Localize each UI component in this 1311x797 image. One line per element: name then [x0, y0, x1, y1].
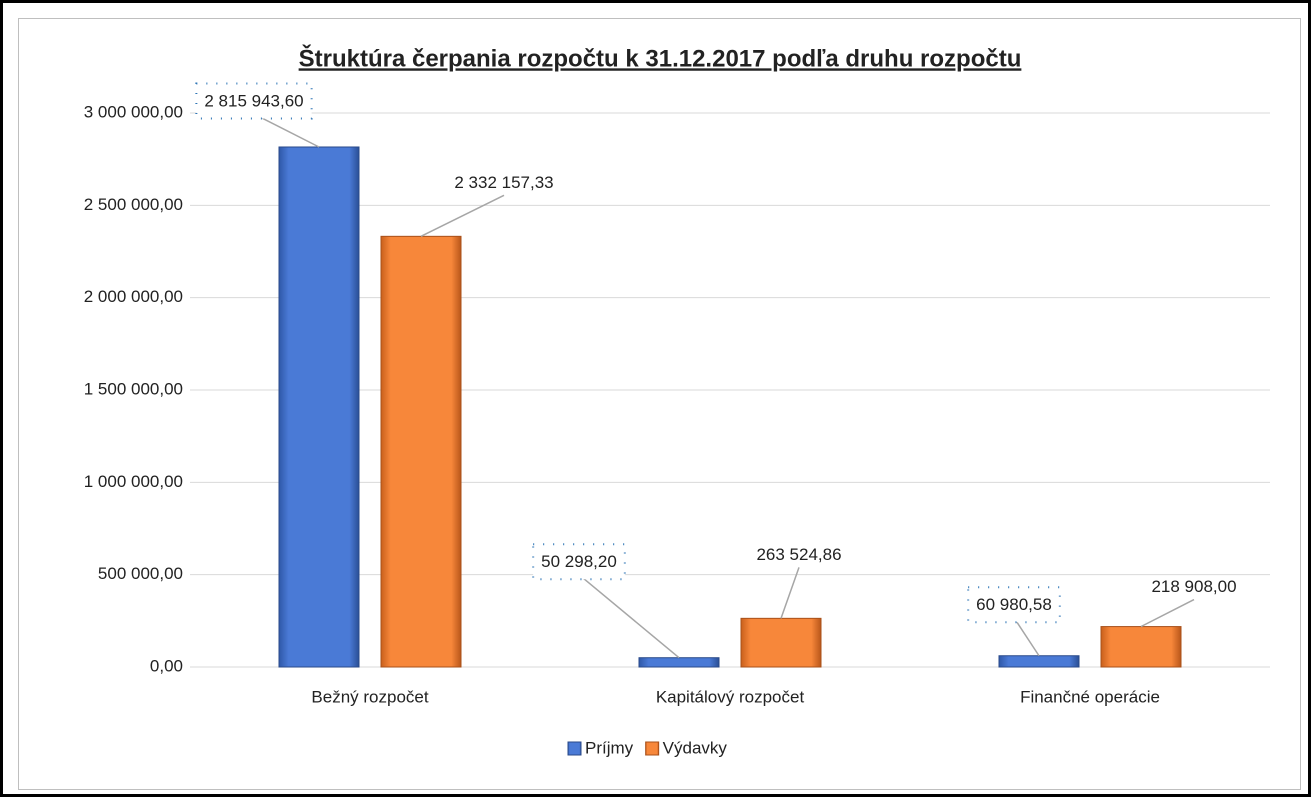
leader-line — [253, 113, 320, 148]
bar — [1100, 626, 1182, 668]
data-label: 263 524,86 — [756, 545, 841, 564]
y-tick-label: 1 500 000,00 — [84, 379, 183, 398]
bar — [998, 655, 1080, 668]
bar — [278, 146, 360, 668]
data-label: 60 980,58 — [976, 595, 1052, 614]
y-tick-label: 500 000,00 — [98, 564, 183, 583]
chart-area — [18, 18, 1301, 790]
data-label: 2 815 943,60 — [204, 91, 303, 110]
x-tick-label: Kapitálový rozpočet — [656, 687, 805, 706]
leader-line — [1140, 598, 1195, 628]
label-selection — [195, 82, 313, 120]
data-label: 50 298,20 — [541, 552, 617, 571]
leader-line — [1013, 617, 1040, 657]
legend-label: Výdavky — [663, 738, 728, 757]
leader-line — [420, 194, 505, 238]
label-selection — [532, 543, 626, 581]
leader-line — [578, 574, 680, 659]
data-label: 2 332 157,33 — [454, 173, 553, 192]
x-tick-label: Finančné operácie — [1020, 687, 1160, 706]
y-tick-label: 0,00 — [150, 656, 183, 675]
legend-swatch — [567, 741, 582, 756]
y-tick-label: 1 000 000,00 — [84, 472, 183, 491]
data-label: 218 908,00 — [1151, 577, 1236, 596]
x-tick-label: Bežný rozpočet — [311, 687, 428, 706]
y-tick-label: 2 500 000,00 — [84, 195, 183, 214]
bar — [740, 617, 822, 668]
y-tick-label: 2 000 000,00 — [84, 287, 183, 306]
bar — [380, 235, 462, 668]
leader-line — [780, 567, 800, 619]
legend-label: Príjmy — [585, 738, 634, 757]
y-tick-label: 3 000 000,00 — [84, 102, 183, 121]
legend-swatch — [645, 741, 660, 756]
bar — [638, 657, 720, 668]
label-selection — [967, 586, 1061, 624]
chart-title: Štruktúra čerpania rozpočtu k 31.12.2017… — [299, 44, 1022, 72]
